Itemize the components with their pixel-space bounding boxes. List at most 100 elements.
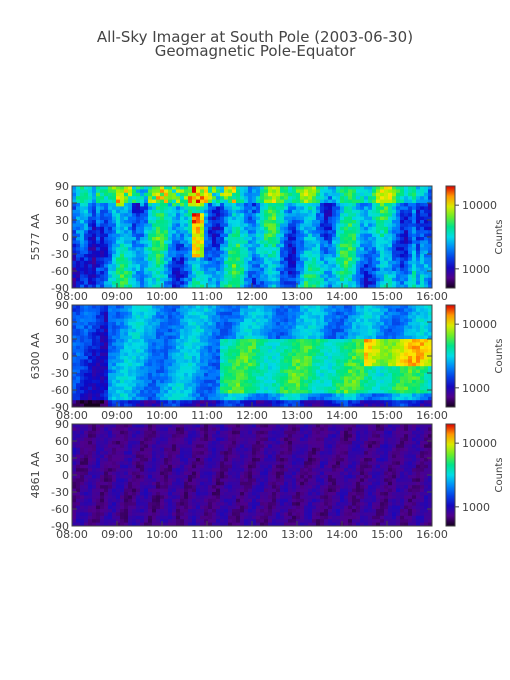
heatmap-cell (212, 366, 217, 370)
heatmap-cell (208, 277, 213, 282)
heatmap-cell (200, 328, 205, 333)
heatmap-cell (160, 311, 165, 316)
heatmap-cell (284, 274, 289, 279)
heatmap-cell (208, 390, 213, 394)
heatmap-cell (188, 230, 193, 234)
heatmap-cell (116, 281, 121, 285)
heatmap-cell (332, 267, 337, 272)
heatmap-cell (208, 322, 213, 326)
heatmap-cell (156, 383, 161, 387)
heatmap-cell (352, 305, 357, 309)
heatmap-cell (144, 196, 149, 200)
heatmap-cell (196, 356, 201, 360)
heatmap-cell (320, 281, 325, 285)
heatmap-cell (300, 237, 305, 241)
heatmap-cell (340, 274, 345, 279)
heatmap-cell (148, 206, 153, 211)
heatmap-cell (348, 203, 353, 207)
heatmap-cell (252, 356, 257, 360)
heatmap-cell (120, 332, 125, 336)
heatmap-cell (88, 220, 93, 224)
heatmap-cell (80, 322, 85, 326)
heatmap-cell (296, 308, 301, 313)
heatmap-cell (188, 223, 193, 228)
heatmap-cell (216, 396, 221, 401)
heatmap-cell (272, 345, 277, 350)
heatmap-cell (368, 243, 373, 248)
heatmap-cell (232, 318, 237, 323)
heatmap-cell (144, 260, 149, 265)
heatmap-cell (304, 400, 309, 404)
heatmap-cell (284, 352, 289, 357)
heatmap-cell (236, 356, 241, 360)
heatmap-cell (408, 257, 413, 262)
heatmap-cell (324, 345, 329, 350)
heatmap-cell (256, 342, 261, 347)
heatmap-cell (288, 233, 293, 238)
heatmap-cell (196, 247, 201, 251)
heatmap-cell (224, 342, 229, 347)
heatmap-cell (340, 373, 345, 377)
heatmap-cell (80, 216, 85, 221)
heatmap-cell (324, 209, 329, 214)
heatmap-cell (240, 352, 245, 357)
heatmap-cell (112, 366, 117, 370)
heatmap-cell (252, 396, 257, 401)
heatmap-cell (288, 192, 293, 197)
heatmap-cell (344, 203, 349, 207)
heatmap-cell (160, 243, 165, 248)
heatmap-cell (324, 271, 329, 275)
heatmap-cell (344, 379, 349, 384)
heatmap-cell (264, 349, 269, 353)
heatmap-cell (220, 277, 225, 282)
heatmap-cell (220, 203, 225, 207)
heatmap-cell (92, 250, 97, 255)
heatmap-cell (320, 220, 325, 224)
heatmap-cell (384, 203, 389, 207)
heatmap-cell (420, 192, 425, 197)
heatmap-cell (100, 339, 105, 343)
heatmap-cell (204, 233, 209, 238)
heatmap-cell (76, 206, 81, 211)
heatmap-cell (164, 332, 169, 336)
heatmap-cell (116, 366, 121, 370)
heatmap-cell (148, 192, 153, 197)
heatmap-cell (408, 209, 413, 214)
heatmap-cell (408, 223, 413, 228)
heatmap-cell (224, 376, 229, 381)
heatmap-cell (340, 267, 345, 272)
y-tick-label: -90 (51, 282, 69, 295)
heatmap-cell (260, 349, 265, 353)
heatmap-cell (220, 373, 225, 377)
heatmap-cell (268, 216, 273, 221)
heatmap-cell (356, 335, 361, 340)
heatmap-cell (88, 260, 93, 265)
heatmap-cell (312, 230, 317, 234)
heatmap-cell (340, 383, 345, 387)
heatmap-cell (360, 339, 365, 343)
heatmap-cell (164, 345, 169, 350)
heatmap-cell (80, 271, 85, 275)
heatmap-cell (256, 366, 261, 370)
heatmap-cell (72, 284, 77, 289)
heatmap-cell (176, 196, 181, 200)
heatmap-cell (344, 335, 349, 340)
heatmap-cell (196, 230, 201, 234)
heatmap-cell (184, 199, 189, 204)
heatmap-cell (280, 192, 285, 197)
heatmap-cell (204, 199, 209, 204)
heatmap-cell (192, 328, 197, 333)
heatmap-cell (140, 349, 145, 353)
heatmap-cell (88, 196, 93, 200)
heatmap-cell (200, 274, 205, 279)
heatmap-cell (184, 403, 189, 408)
heatmap-cell (168, 209, 173, 214)
heatmap-cell (216, 223, 221, 228)
heatmap-cell (152, 322, 157, 326)
heatmap-cell (220, 311, 225, 316)
heatmap-cell (316, 196, 321, 200)
heatmap-cell (292, 332, 297, 336)
heatmap-cell (396, 250, 401, 255)
heatmap-cell (204, 369, 209, 374)
heatmap-cell (116, 339, 121, 343)
